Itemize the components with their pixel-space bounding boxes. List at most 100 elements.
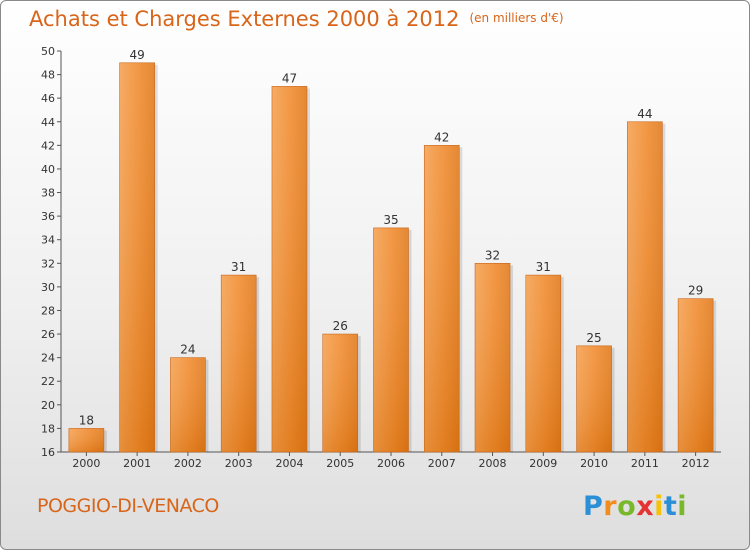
bar-shade bbox=[221, 275, 257, 452]
bar-shade bbox=[373, 227, 409, 452]
y-tick-label: 22 bbox=[41, 375, 55, 388]
bar bbox=[677, 298, 717, 453]
bar-shade bbox=[475, 263, 511, 452]
x-tick-label: 2008 bbox=[479, 457, 507, 470]
bar bbox=[271, 86, 310, 453]
x-tick-label: 2009 bbox=[529, 457, 557, 470]
data-label: 31 bbox=[536, 260, 551, 274]
logo-letter: x bbox=[636, 491, 655, 522]
bar-shade bbox=[576, 345, 612, 452]
x-tick-label: 2004 bbox=[275, 457, 303, 470]
axes: 16 18 20 22 24 26 28 30 32 34 36 38 40 42 44 46 48 50 2000… bbox=[41, 45, 721, 470]
x-tick-label: 2011 bbox=[631, 457, 659, 470]
y-tick-label: 40 bbox=[41, 163, 55, 176]
y-tick-label: 26 bbox=[41, 328, 55, 341]
chart-title-text: Achats et Charges Externes 2000 à 2012 bbox=[29, 7, 460, 31]
bars bbox=[68, 62, 717, 453]
logo-letter: i bbox=[654, 491, 664, 522]
y-tick-label: 46 bbox=[41, 92, 55, 105]
bar-outline bbox=[474, 262, 511, 453]
x-tick-label: 2001 bbox=[123, 457, 151, 470]
x-tick-label: 2002 bbox=[174, 457, 202, 470]
y-tick-label: 32 bbox=[41, 257, 55, 270]
logo-letter: r bbox=[603, 491, 618, 522]
y-tick-label: 34 bbox=[41, 234, 55, 247]
bar-shade bbox=[322, 334, 358, 452]
y-tick-label: 16 bbox=[41, 446, 55, 459]
data-label: 25 bbox=[586, 331, 601, 345]
data-label: 31 bbox=[231, 260, 246, 274]
data-label: 32 bbox=[485, 248, 500, 262]
data-label: 18 bbox=[79, 413, 94, 427]
y-tick-label: 28 bbox=[41, 304, 55, 317]
bar-outline bbox=[271, 86, 308, 453]
data-label: 44 bbox=[637, 107, 652, 121]
proxiti-logo: Proxiti bbox=[583, 491, 687, 522]
y-tick-label: 38 bbox=[41, 187, 55, 200]
x-tick-label: 2012 bbox=[682, 457, 710, 470]
bar bbox=[423, 145, 463, 453]
x-tick-label: 2005 bbox=[326, 457, 354, 470]
bar-outline bbox=[576, 345, 612, 453]
bar-outline bbox=[322, 333, 359, 453]
bar bbox=[474, 262, 514, 453]
bar bbox=[68, 428, 107, 453]
y-tick-label: 30 bbox=[41, 281, 55, 294]
x-tick-label: 2006 bbox=[377, 457, 405, 470]
x-tick-label: 2003 bbox=[225, 457, 253, 470]
bar-shade bbox=[525, 275, 561, 452]
bar-shade bbox=[119, 62, 155, 452]
bar-outline bbox=[170, 357, 206, 453]
bar-outline bbox=[119, 62, 155, 453]
bar bbox=[373, 227, 412, 453]
x-tick-label: 2007 bbox=[428, 457, 456, 470]
bar-shade bbox=[678, 298, 714, 452]
bar bbox=[322, 333, 361, 453]
bar-shade bbox=[424, 145, 460, 452]
bar-outline bbox=[68, 428, 105, 453]
y-tick-label: 48 bbox=[41, 69, 55, 82]
y-tick-label: 36 bbox=[41, 210, 55, 223]
chart-unit: (en milliers d'€) bbox=[469, 11, 564, 25]
logo-letter: t bbox=[663, 491, 678, 522]
y-tick-label: 24 bbox=[41, 352, 55, 365]
bar-outline bbox=[525, 274, 562, 453]
bar bbox=[220, 274, 260, 453]
logo-letter: i bbox=[677, 491, 688, 522]
bar bbox=[170, 357, 209, 453]
data-label: 49 bbox=[130, 48, 145, 62]
bar-outline bbox=[423, 145, 460, 453]
bar-shade bbox=[627, 121, 663, 452]
bar-outline bbox=[220, 274, 257, 453]
value-labels: 18 49 24 31 47 26 35 42 32 31 25 44 29 bbox=[79, 48, 704, 428]
data-label: 35 bbox=[383, 213, 398, 227]
bar bbox=[576, 345, 615, 453]
x-tick-label: 2000 bbox=[72, 457, 100, 470]
y-tick-label: 20 bbox=[41, 399, 55, 412]
chart-title: Achats et Charges Externes 2000 à 2012 (e… bbox=[29, 7, 564, 31]
bar-outline bbox=[373, 227, 409, 453]
logo-letter: o bbox=[617, 491, 637, 522]
bar bbox=[627, 121, 666, 453]
bar-outline bbox=[627, 121, 663, 453]
data-label: 26 bbox=[333, 319, 348, 333]
y-tick-label: 18 bbox=[41, 422, 55, 435]
x-tick-label: 2010 bbox=[580, 457, 608, 470]
y-tick-label: 44 bbox=[41, 116, 55, 129]
logo-letter: P bbox=[583, 491, 604, 522]
bar bbox=[525, 274, 564, 453]
bar-shade bbox=[271, 86, 307, 452]
location-label: POGGIO-DI-VENACO bbox=[37, 495, 219, 517]
y-tick-label: 50 bbox=[41, 45, 55, 58]
data-label: 29 bbox=[688, 284, 703, 298]
bar-shade bbox=[68, 428, 104, 452]
bar-shade bbox=[170, 357, 206, 452]
bar bbox=[119, 62, 158, 453]
data-label: 47 bbox=[282, 71, 297, 85]
data-label: 42 bbox=[434, 130, 449, 144]
y-tick-label: 42 bbox=[41, 139, 55, 152]
bar-outline bbox=[677, 298, 714, 453]
data-label: 24 bbox=[180, 343, 195, 357]
